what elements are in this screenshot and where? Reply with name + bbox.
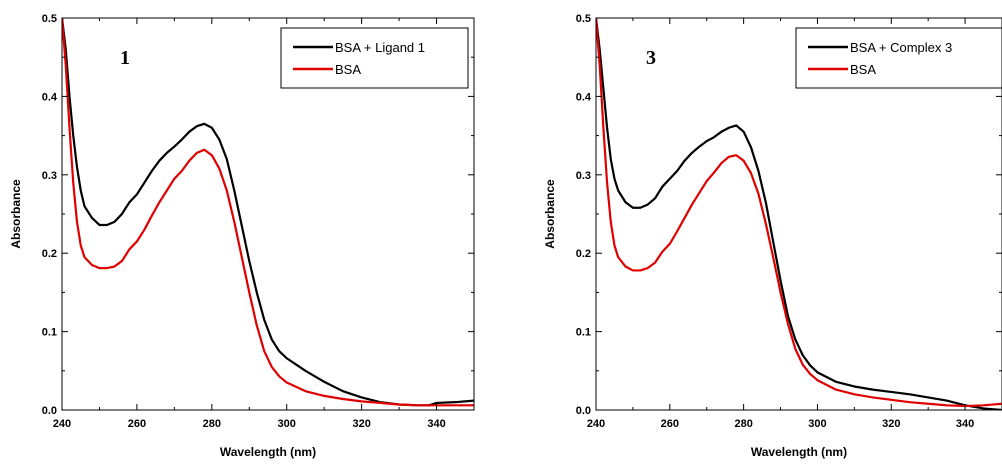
legend-box <box>280 27 469 89</box>
x-axis-label: Wavelength (nm) <box>751 445 847 459</box>
y-tick-label: 0.5 <box>576 13 591 25</box>
x-tick-label: 320 <box>352 418 370 430</box>
series-line-sample <box>596 18 1002 410</box>
y-tick-label: 0.3 <box>42 170 57 182</box>
legend-entry-label: BSA + Complex 3 <box>850 40 952 55</box>
y-tick-label: 0.3 <box>576 170 591 182</box>
x-tick-label: 240 <box>53 418 71 430</box>
chart-panel-2: 240 260 280 300 320 340 0.0 0.1 0.2 0.3 0.4 0.5 Wave… <box>543 13 1002 459</box>
y-tick-label: 0.0 <box>576 405 591 417</box>
x-tick-label: 340 <box>427 418 445 430</box>
y-tick-label: 0.4 <box>576 91 592 103</box>
y-tick-label: 0.2 <box>576 248 591 260</box>
legend: BSA + Complex 3 BSA <box>795 27 1002 89</box>
x-tick-label: 240 <box>587 418 605 430</box>
y-tick-label: 0.4 <box>42 91 58 103</box>
y-tick-label: 0.1 <box>42 327 57 339</box>
legend-entry-label: BSA + Ligand 1 <box>335 40 425 55</box>
legend: BSA + Ligand 1 BSA <box>280 27 469 89</box>
y-tick-label: 0.0 <box>42 405 57 417</box>
x-tick-label: 280 <box>734 418 752 430</box>
series-line-bsa <box>596 18 1002 408</box>
y-axis-label: Absorbance <box>9 179 23 249</box>
series-line-bsa <box>62 18 474 407</box>
legend-entry-label: BSA <box>850 62 876 77</box>
legend-box <box>795 27 1002 89</box>
panel-label: 1 <box>120 47 130 69</box>
panel-label: 3 <box>646 47 656 69</box>
y-axis-label: Absorbance <box>543 179 557 249</box>
x-tick-label: 260 <box>128 418 146 430</box>
x-tick-label: 300 <box>808 418 826 430</box>
chart-panel-1: 240 260 280 300 320 340 0.0 0.1 0.2 0.3 0.4 0.5 Wave… <box>9 13 475 459</box>
y-tick-label: 0.2 <box>42 248 57 260</box>
x-tick-label: 300 <box>278 418 296 430</box>
x-tick-label: 280 <box>203 418 221 430</box>
x-tick-label: 260 <box>661 418 679 430</box>
x-tick-label: 340 <box>956 418 974 430</box>
x-tick-label: 320 <box>882 418 900 430</box>
series-line-sample <box>62 18 474 407</box>
x-axis-label: Wavelength (nm) <box>220 445 316 459</box>
legend-entry-label: BSA <box>335 62 361 77</box>
y-tick-label: 0.1 <box>576 327 591 339</box>
y-tick-label: 0.5 <box>42 13 57 25</box>
